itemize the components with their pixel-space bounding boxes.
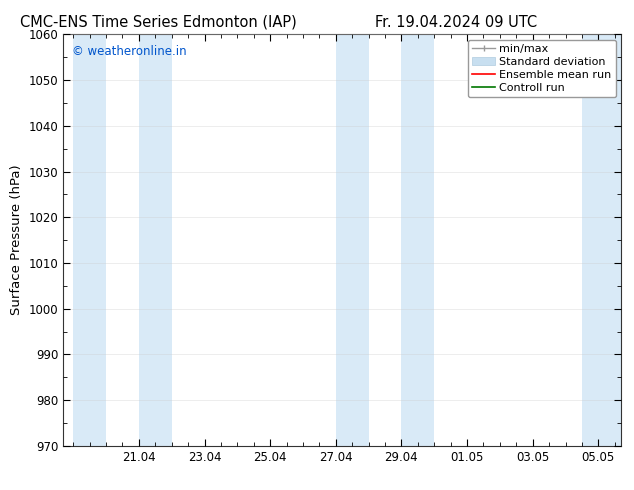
Bar: [139, 34, 172, 446]
Bar: [582, 34, 621, 446]
Bar: [401, 34, 434, 446]
Legend: min/max, Standard deviation, Ensemble mean run, Controll run: min/max, Standard deviation, Ensemble me…: [468, 40, 616, 97]
Y-axis label: Surface Pressure (hPa): Surface Pressure (hPa): [10, 165, 23, 316]
Bar: [74, 34, 106, 446]
Text: Fr. 19.04.2024 09 UTC: Fr. 19.04.2024 09 UTC: [375, 15, 538, 30]
Text: CMC-ENS Time Series Edmonton (IAP): CMC-ENS Time Series Edmonton (IAP): [20, 15, 297, 30]
Text: © weatheronline.in: © weatheronline.in: [72, 45, 186, 58]
Bar: [336, 34, 368, 446]
